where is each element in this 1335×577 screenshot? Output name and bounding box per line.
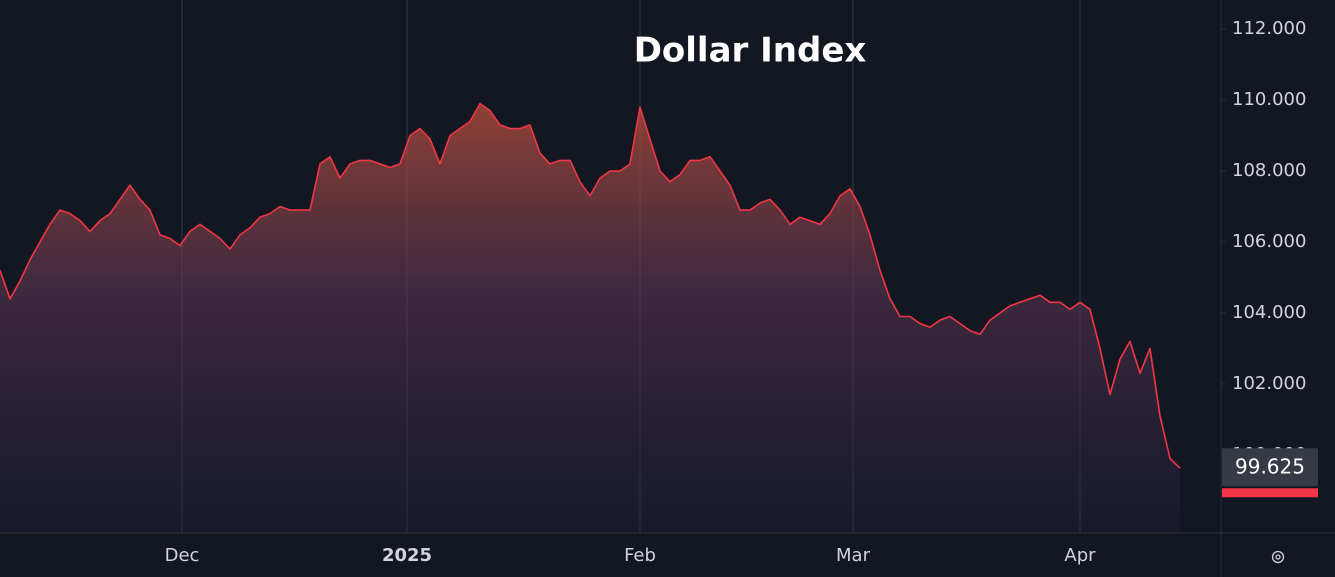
settings-icon[interactable] <box>1271 550 1285 564</box>
plot <box>0 102 1181 533</box>
x-tick-label: Dec <box>165 545 200 566</box>
x-tick-label: 2025 <box>382 545 432 566</box>
area <box>0 103 1180 533</box>
x-tick-label: Feb <box>624 545 656 566</box>
x-tick-label: Apr <box>1064 545 1096 566</box>
line <box>0 102 1181 469</box>
y-tick-label: 106.000 <box>1232 231 1306 252</box>
chart-title: Dollar Index <box>634 31 867 71</box>
y-tick-label: 108.000 <box>1232 160 1306 181</box>
y-tick-label: 110.000 <box>1232 89 1306 110</box>
y-tick-label: 112.000 <box>1232 18 1306 39</box>
price-label: 99.625 <box>1222 448 1318 498</box>
y-tick-label: 104.000 <box>1232 302 1306 323</box>
price-box <box>1222 448 1318 487</box>
price-bar <box>1222 488 1318 498</box>
x-tick-label: Mar <box>836 545 871 566</box>
y-tick-label: 102.000 <box>1232 373 1306 394</box>
price-value: 99.625 <box>1235 455 1305 479</box>
